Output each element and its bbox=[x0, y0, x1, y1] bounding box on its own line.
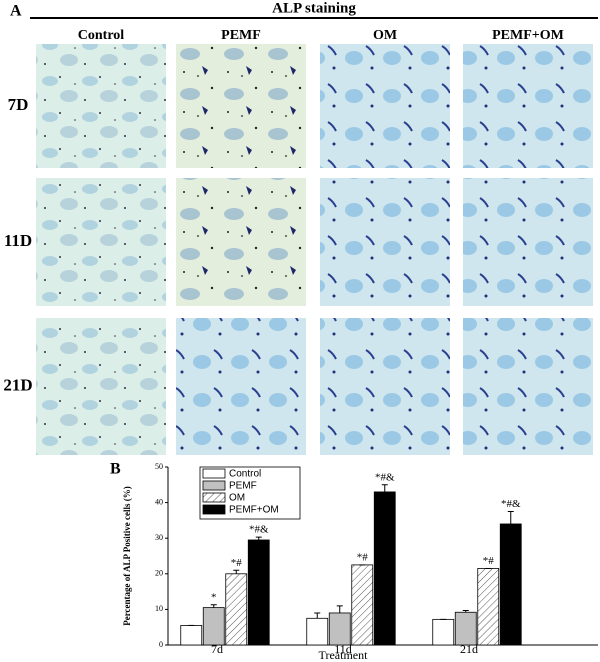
legend-label: Control bbox=[229, 469, 261, 480]
bar bbox=[328, 612, 351, 646]
bar bbox=[225, 573, 248, 646]
error-bar bbox=[233, 569, 240, 574]
column-header: OM bbox=[373, 28, 397, 43]
column-header: Control bbox=[78, 28, 125, 43]
error-bar bbox=[336, 605, 343, 613]
micrograph bbox=[176, 318, 306, 455]
error-bar bbox=[462, 609, 469, 613]
y-tick-label: 50 bbox=[155, 462, 163, 471]
micrograph bbox=[176, 178, 306, 306]
panel-label: A bbox=[10, 3, 22, 20]
error-bar bbox=[381, 484, 388, 492]
image-grid: Control PEMF OM PEMF+OM 7D 11D 21D bbox=[3, 28, 593, 455]
bar-chart: B 0 10 20 30 40 50 Percentage of ALP Positive c… bbox=[110, 461, 598, 662]
bar bbox=[373, 491, 396, 646]
legend-swatch bbox=[202, 504, 226, 515]
bar bbox=[202, 607, 225, 646]
bar bbox=[477, 568, 500, 646]
micrograph bbox=[36, 178, 166, 306]
micrograph bbox=[320, 178, 450, 306]
x-axis-label: Treatment bbox=[319, 648, 369, 662]
panel-title: ALP staining bbox=[272, 0, 356, 16]
micrograph bbox=[36, 318, 166, 455]
bar bbox=[306, 617, 329, 646]
legend-swatch bbox=[202, 492, 226, 503]
significance-label: *# bbox=[483, 555, 495, 567]
column-header: PEMF+OM bbox=[492, 28, 564, 43]
row-label: 7D bbox=[8, 95, 29, 114]
micrograph bbox=[176, 44, 306, 168]
bar bbox=[247, 539, 270, 646]
y-tick-label: 10 bbox=[155, 604, 163, 613]
legend-label: PEMF bbox=[229, 481, 257, 492]
bar bbox=[180, 625, 203, 646]
y-tick-label: 30 bbox=[155, 533, 163, 542]
column-header: PEMF bbox=[221, 28, 261, 43]
micrograph bbox=[320, 44, 450, 168]
row-label: 21D bbox=[3, 375, 32, 394]
legend-swatch bbox=[202, 480, 226, 491]
micrograph bbox=[463, 178, 593, 306]
significance-label: *# bbox=[231, 557, 243, 569]
legend-label: PEMF+OM bbox=[229, 505, 279, 516]
legend-label: OM bbox=[229, 493, 245, 504]
y-axis-label: Percentage of ALP Positive cells (%) bbox=[122, 486, 132, 626]
significance-label: * bbox=[211, 591, 217, 603]
significance-label: *#& bbox=[501, 498, 521, 510]
micrograph bbox=[36, 44, 166, 168]
significance-label: *# bbox=[357, 551, 369, 563]
error-bar bbox=[507, 511, 514, 524]
row-label: 11D bbox=[4, 231, 32, 250]
micrograph bbox=[463, 318, 593, 455]
bar bbox=[351, 564, 374, 646]
y-tick-label: 20 bbox=[155, 569, 163, 578]
bar bbox=[432, 618, 455, 646]
bar bbox=[499, 523, 522, 646]
error-bar bbox=[255, 536, 262, 540]
legend-swatch bbox=[202, 468, 226, 479]
significance-label: *#& bbox=[375, 471, 395, 483]
y-tick-label: 0 bbox=[159, 640, 163, 649]
micrograph bbox=[463, 44, 593, 168]
significance-label: *#& bbox=[249, 524, 269, 536]
error-bar bbox=[314, 612, 321, 619]
bar bbox=[454, 611, 477, 646]
error-bar bbox=[210, 604, 217, 608]
panel-label: B bbox=[110, 461, 121, 478]
y-tick-label: 40 bbox=[155, 497, 163, 506]
micrograph bbox=[320, 318, 450, 455]
